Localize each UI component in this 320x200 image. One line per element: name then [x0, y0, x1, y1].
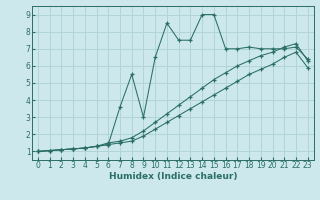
- X-axis label: Humidex (Indice chaleur): Humidex (Indice chaleur): [108, 172, 237, 181]
